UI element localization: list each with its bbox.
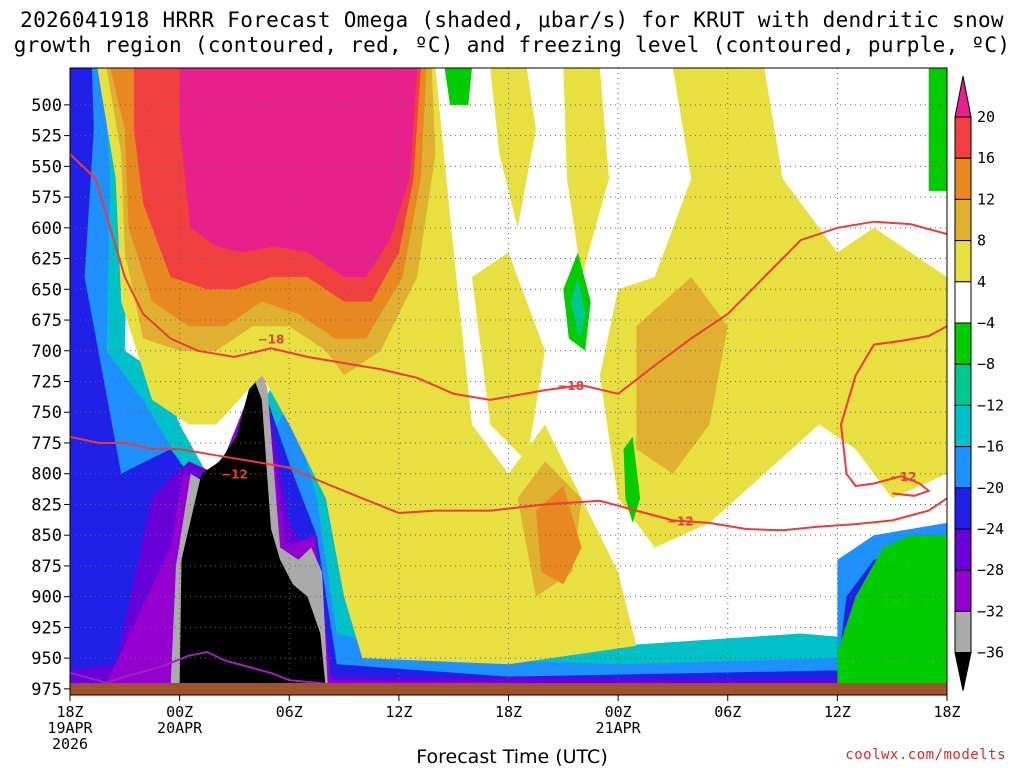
dgz-contour-label: −18	[557, 379, 584, 393]
y-tick-label: 500	[31, 96, 62, 116]
x-tick-label: 12Z	[385, 703, 412, 721]
omega-region-p12	[535, 486, 582, 585]
x-tick-label: 06Z	[714, 703, 741, 721]
x-tick-label: 19APR	[47, 719, 93, 737]
colorbar-swatch-p4	[954, 240, 972, 283]
omega-region-c4	[444, 68, 472, 105]
colorbar-label: −24	[977, 520, 1004, 538]
x-tick-label: 2026	[52, 735, 88, 753]
y-tick-label: 600	[31, 219, 62, 239]
colorbar-swatch-c20	[954, 487, 972, 530]
colorbar-swatch-p8	[954, 198, 972, 242]
colorbar-swatch-c4	[954, 322, 972, 365]
x-tick-label: 00Z	[166, 703, 193, 721]
dgz-contour-label: −12	[667, 514, 694, 528]
colorbar-swatch-p16	[954, 116, 972, 159]
colorbar-swatch-c32	[954, 610, 972, 654]
chart-title-line-2: growth region (contoured, red, ºC) and f…	[13, 33, 1011, 57]
x-tick-label: 18Z	[495, 703, 522, 721]
x-tick-label: 12Z	[824, 703, 851, 721]
y-tick-label: 925	[31, 618, 62, 638]
y-tick-label: 750	[31, 403, 62, 423]
dgz-contour-label: −12	[890, 470, 917, 484]
colorbar-swatch-c12	[954, 404, 972, 448]
omega-region-c4	[623, 436, 641, 523]
omega-region-p20	[179, 68, 418, 277]
y-tick-label: 975	[31, 680, 62, 700]
colorbar-swatch-c16	[954, 446, 972, 489]
colorbar-label: 4	[977, 273, 986, 291]
colorbar-swatch-neutral	[954, 281, 972, 324]
x-tick-label: 21APR	[596, 719, 642, 737]
y-tick-label: 525	[31, 127, 62, 147]
colorbar-swatch-c28	[954, 569, 972, 612]
y-tick-label: 900	[31, 588, 62, 608]
dgz-contour-line	[70, 435, 947, 532]
omega-region-p4	[490, 68, 536, 228]
credit-link[interactable]: coolwx.com/modelts	[845, 747, 1006, 763]
colorbar-label: −28	[977, 561, 1004, 579]
colorbar-label: −20	[977, 479, 1004, 497]
colorbar-label: −12	[977, 396, 1004, 414]
y-tick-label: 875	[31, 557, 62, 577]
y-tick-label: 725	[31, 373, 62, 393]
colorbar-arrow-bottom	[954, 652, 972, 691]
dgz-contour-line	[70, 153, 947, 401]
colorbar: 20 16 12 8 4 −4 −8 −12 −16 −20 −24 −28 −32 −36	[954, 75, 1004, 691]
colorbar-swatch-c8	[954, 363, 972, 406]
omega-region-c4	[928, 68, 947, 191]
x-tick-label: 00Z	[605, 703, 632, 721]
dgz-contour-line	[839, 325, 947, 497]
colorbar-label: −16	[977, 438, 1004, 456]
y-tick-label: 850	[31, 526, 62, 546]
x-axis-title: Forecast Time (UTC)	[416, 746, 608, 768]
colorbar-label: 20	[977, 108, 995, 126]
colorbar-swatch-p12	[954, 157, 972, 200]
omega-region-c36	[179, 375, 326, 689]
omega-region-p8	[636, 277, 728, 474]
colorbar-label: 16	[977, 149, 995, 167]
y-tick-label: 775	[31, 434, 62, 454]
colorbar-arrow-top	[954, 75, 972, 118]
contours: −18 −12 −12 −18 −12	[70, 153, 947, 687]
freezing-level-line	[70, 650, 336, 687]
chart-title-line-1: 2026041918 HRRR Forecast Omega (shaded, …	[20, 8, 1004, 32]
y-tick-label: 825	[31, 495, 62, 515]
y-tick-label: 800	[31, 465, 62, 485]
colorbar-label: 12	[977, 190, 995, 208]
y-tick-label: 700	[31, 342, 62, 362]
y-axis: 500 525 550 575 600 625 650 675 700 725 750 775 800 8…	[31, 96, 70, 700]
y-tick-label: 575	[31, 188, 62, 208]
y-tick-label: 550	[31, 157, 62, 177]
omega-region-p4	[563, 68, 609, 277]
x-tick-label: 20APR	[157, 719, 203, 737]
ground-strip	[70, 683, 947, 695]
y-tick-label: 950	[31, 649, 62, 669]
y-tick-label: 675	[31, 311, 62, 331]
dgz-contour-label: −18	[258, 332, 285, 346]
y-tick-label: 650	[31, 280, 62, 300]
colorbar-label: −4	[977, 314, 995, 332]
x-tick-label: 06Z	[276, 703, 303, 721]
colorbar-label: −8	[977, 355, 995, 373]
dgz-contour-label: −12	[221, 468, 248, 482]
x-tick-label: 18Z	[933, 703, 960, 721]
y-tick-label: 625	[31, 250, 62, 270]
omega-region-c8	[570, 277, 586, 339]
x-tick-label: 18Z	[56, 703, 83, 721]
omega-region-c4	[837, 535, 947, 689]
omega-region-p4	[472, 252, 545, 462]
colorbar-label: −36	[977, 644, 1004, 662]
colorbar-label: −32	[977, 602, 1004, 620]
colorbar-label: 8	[977, 232, 986, 250]
colorbar-swatch-c24	[954, 528, 972, 571]
